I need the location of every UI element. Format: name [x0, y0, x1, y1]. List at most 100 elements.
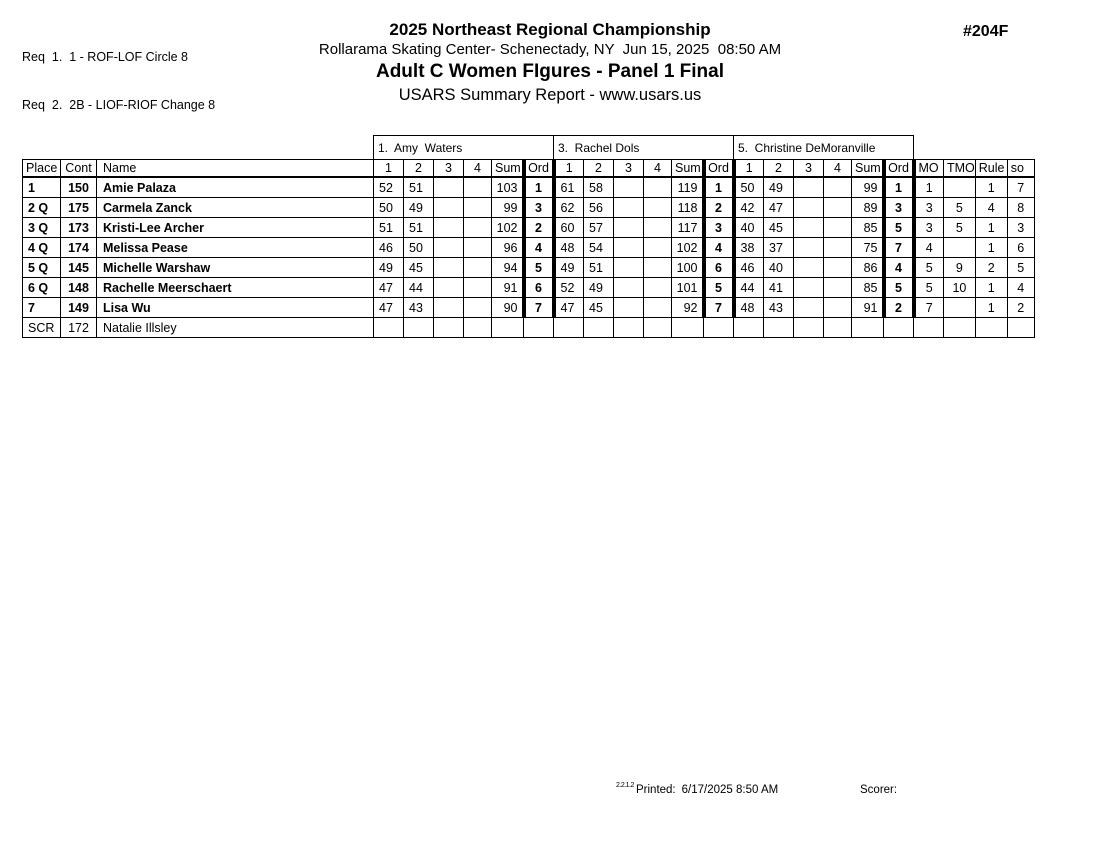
software-version: 2.2.1.2: [616, 782, 634, 789]
col-header-name: Name: [96, 159, 374, 178]
cell-j1-score1: [373, 317, 404, 338]
cell-j3-score2: 37: [763, 237, 794, 258]
cell-j1-score1: 47: [373, 277, 404, 298]
cell-j1-score1: 52: [373, 176, 404, 198]
cell-j1-score2: 51: [403, 176, 434, 198]
cell-name: Amie Palaza: [96, 176, 374, 198]
cell-place: SCR: [22, 317, 61, 338]
cell-j2-score2: 54: [583, 237, 614, 258]
judge-2-name: 3. Rachel Dols: [553, 135, 734, 160]
cell-mo: 4: [913, 237, 944, 258]
cell-j3-score3: [793, 317, 824, 338]
cell-j3-score2: 40: [763, 257, 794, 278]
cell-cont: 172: [60, 317, 97, 338]
cell-j1-sum: 94: [491, 257, 524, 278]
table-row: 7 149 Lisa Wu 47 43 90 7 47 45 92 7 48 43 91 2 7 1 2: [22, 297, 1035, 318]
cell-place: 5 Q: [22, 257, 61, 278]
cell-j2-score4: [643, 257, 672, 278]
cell-j3-score3: [793, 217, 824, 238]
requirements-block: Req 1. 1 - ROF-LOF Circle 8 Req 2. 2B - …: [22, 17, 215, 129]
judge-row-spacer-right: [914, 136, 1035, 160]
cell-j2-score3: [613, 197, 644, 218]
cell-j3-score4: [823, 237, 852, 258]
cell-tmo: 5: [943, 197, 976, 218]
cell-so: 4: [1006, 277, 1035, 298]
cell-j2-score3: [613, 297, 644, 318]
judge-row-spacer-left: [23, 136, 374, 160]
cell-mo: 7: [913, 297, 944, 318]
col-header-j3-1: 1: [733, 159, 764, 178]
cell-rule: [974, 317, 1008, 338]
cell-j2-score4: [643, 297, 672, 318]
cell-j1-score2: 49: [403, 197, 434, 218]
cell-j3-sum: 86: [851, 257, 884, 278]
event-number: #204F: [963, 23, 1009, 40]
cell-j3-sum: 75: [851, 237, 884, 258]
cell-rule: 1: [974, 217, 1008, 238]
cell-j2-ord: 2: [701, 197, 736, 218]
cell-j2-ord: [703, 317, 734, 338]
col-header-place: Place: [22, 159, 61, 178]
cell-j3-score3: [793, 277, 824, 298]
cell-j1-score3: [433, 217, 464, 238]
cell-rule: 1: [974, 277, 1008, 298]
cell-name: Lisa Wu: [96, 297, 374, 318]
cell-j1-sum: 102: [491, 217, 524, 238]
cell-j3-sum: [851, 317, 884, 338]
cell-j1-ord: 3: [521, 197, 556, 218]
cell-j2-score4: [643, 176, 672, 198]
cell-j1-score4: [463, 176, 492, 198]
cell-j2-score4: [643, 237, 672, 258]
cell-j3-score1: 40: [733, 217, 764, 238]
cell-j3-score4: [823, 297, 852, 318]
cell-j3-ord: 5: [881, 217, 916, 238]
cell-j2-score1: 61: [553, 176, 584, 198]
cell-j3-score4: [823, 176, 852, 198]
cell-j3-score4: [823, 257, 852, 278]
cell-tmo: 9: [943, 257, 976, 278]
col-header-j1-3: 3: [433, 159, 464, 178]
cell-j1-score3: [433, 257, 464, 278]
req-line-2: Req 2. 2B - LIOF-RIOF Change 8: [22, 98, 216, 112]
cell-j3-score3: [793, 197, 824, 218]
cell-j2-score2: 58: [583, 176, 614, 198]
cell-j1-ord: 6: [521, 277, 556, 298]
championship-title: 2025 Northeast Regional Championship: [389, 20, 711, 39]
cell-j3-score3: [793, 237, 824, 258]
cell-j1-score1: 50: [373, 197, 404, 218]
cell-place: 6 Q: [22, 277, 61, 298]
cell-j1-score1: 46: [373, 237, 404, 258]
cell-j1-score3: [433, 317, 464, 338]
cell-j3-sum: 85: [851, 217, 884, 238]
col-header-j1-sum: Sum: [491, 159, 524, 178]
col-header-j3-sum: Sum: [851, 159, 884, 178]
col-header-so: so: [1006, 159, 1035, 178]
cell-j2-sum: [671, 317, 704, 338]
printed-timestamp: Printed: 6/17/2025 8:50 AM: [636, 784, 778, 796]
cell-j3-score1: 46: [733, 257, 764, 278]
cell-place: 2 Q: [22, 197, 61, 218]
cell-place: 7: [22, 297, 61, 318]
cell-tmo: 5: [943, 217, 976, 238]
cell-rule: 2: [974, 257, 1008, 278]
cell-j1-score4: [463, 277, 492, 298]
cell-j3-score3: [793, 176, 824, 198]
cell-j3-score2: 43: [763, 297, 794, 318]
cell-mo: 3: [913, 217, 944, 238]
cell-so: 2: [1006, 297, 1035, 318]
cell-cont: 150: [60, 176, 97, 198]
cell-j1-sum: 90: [491, 297, 524, 318]
table-row: 2 Q 175 Carmela Zanck 50 49 99 3 62 56 118 2 42 47 89…: [22, 197, 1035, 218]
cell-j3-ord: 5: [881, 277, 916, 298]
cell-j1-score4: [463, 317, 492, 338]
cell-tmo: [943, 317, 976, 338]
cell-j3-score2: [763, 317, 794, 338]
table-row: 6 Q 148 Rachelle Meerschaert 47 44 91 6 52 49 101…: [22, 277, 1035, 298]
event-title: Adult C Women FIgures - Panel 1 Final: [375, 61, 725, 82]
cell-name: Michelle Warshaw: [96, 257, 374, 278]
cell-j2-ord: 3: [701, 217, 736, 238]
cell-j1-score2: 45: [403, 257, 434, 278]
cell-j3-ord: 3: [881, 197, 916, 218]
cell-rule: 1: [974, 237, 1008, 258]
cell-j3-score2: 47: [763, 197, 794, 218]
